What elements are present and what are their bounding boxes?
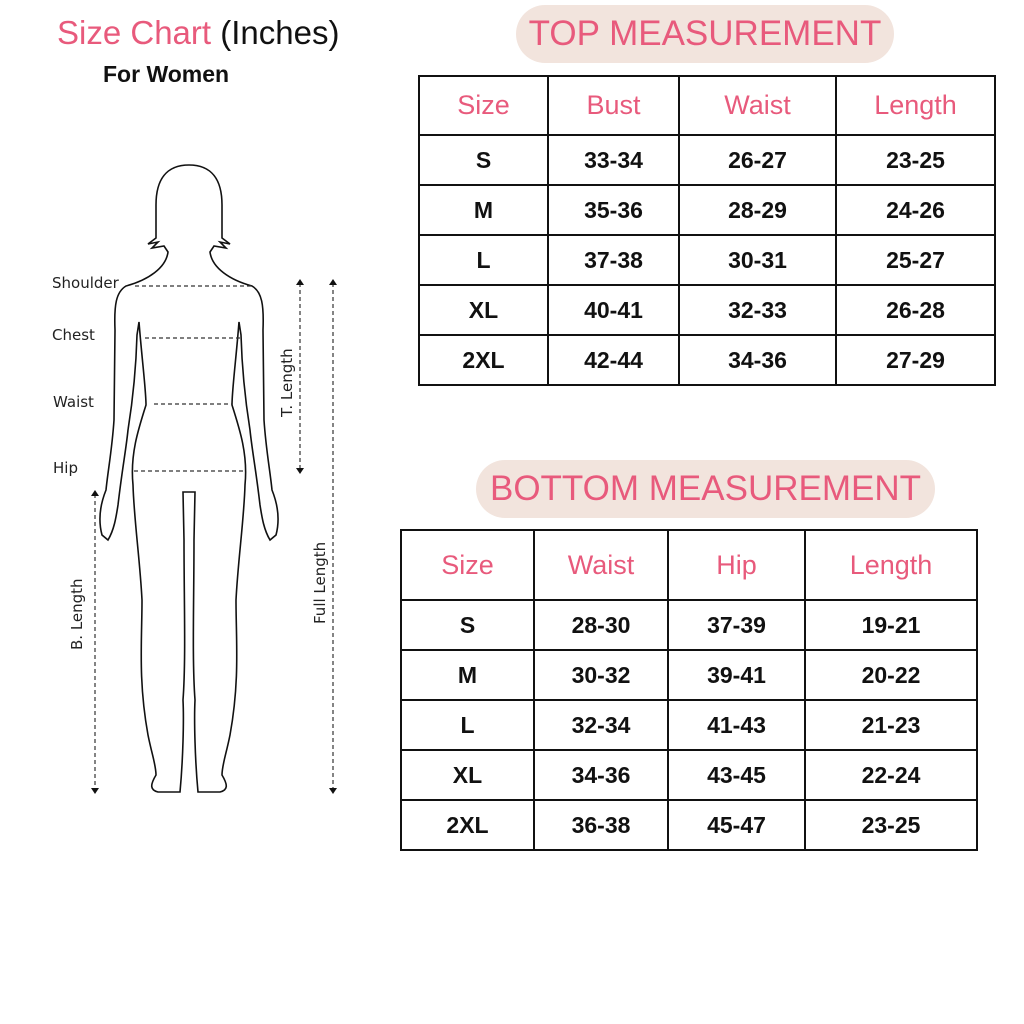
cell: 34-36 (678, 334, 837, 386)
cell: 28-30 (533, 599, 669, 651)
column-header: Waist (678, 75, 837, 136)
cell: 2XL (418, 334, 549, 386)
cell: 25-27 (835, 234, 996, 286)
column-header: Waist (533, 529, 669, 601)
cell: 30-32 (533, 649, 669, 701)
cell: XL (418, 284, 549, 336)
column-header: Length (835, 75, 996, 136)
table-row: 2XL 42-44 34-36 27-29 (418, 334, 996, 386)
column-header: Hip (667, 529, 806, 601)
cell: 40-41 (547, 284, 680, 336)
label-hip: Hip (53, 459, 78, 477)
cell: M (400, 649, 535, 701)
table-row: XL 34-36 43-45 22-24 (400, 749, 978, 801)
cell: 37-38 (547, 234, 680, 286)
cell: 39-41 (667, 649, 806, 701)
cell: 22-24 (804, 749, 978, 801)
cell: S (418, 134, 549, 186)
cell: 20-22 (804, 649, 978, 701)
table-row: S 33-34 26-27 23-25 (418, 134, 996, 186)
top-measurement-table: Size Bust Waist Length S 33-34 26-27 23-25 … (418, 75, 996, 386)
table-header-row: Size Waist Hip Length (400, 529, 978, 601)
label-chest: Chest (52, 326, 95, 344)
cell: 23-25 (835, 134, 996, 186)
page-subtitle: For Women (103, 61, 230, 87)
label-shoulder: Shoulder (52, 274, 120, 292)
cell: 37-39 (667, 599, 806, 651)
table-row: L 32-34 41-43 21-23 (400, 699, 978, 751)
bottom-measurement-table: Size Waist Hip Length S 28-30 37-39 19-21 M… (400, 529, 978, 851)
table-row: S 28-30 37-39 19-21 (400, 599, 978, 651)
cell: 30-31 (678, 234, 837, 286)
cell: 32-34 (533, 699, 669, 751)
cell: 28-29 (678, 184, 837, 236)
cell: 42-44 (547, 334, 680, 386)
table-row: L 37-38 30-31 25-27 (418, 234, 996, 286)
cell: 33-34 (547, 134, 680, 186)
cell: 26-28 (835, 284, 996, 336)
title-unit: (Inches) (220, 14, 340, 51)
cell: 36-38 (533, 799, 669, 851)
cell: 45-47 (667, 799, 806, 851)
cell: 19-21 (804, 599, 978, 651)
table-row: XL 40-41 32-33 26-28 (418, 284, 996, 336)
column-header: Bust (547, 75, 680, 136)
cell: 35-36 (547, 184, 680, 236)
measurement-lines (94, 283, 334, 790)
cell: 24-26 (835, 184, 996, 236)
cell: 43-45 (667, 749, 806, 801)
top-measurement-heading: TOP MEASUREMENT (516, 5, 894, 63)
cell: L (400, 699, 535, 751)
cell: 26-27 (678, 134, 837, 186)
label-t-length: T. Length (278, 348, 296, 418)
title-main: Size Chart (57, 14, 212, 51)
column-header: Length (804, 529, 978, 601)
arrow-heads (91, 279, 337, 794)
column-header: Size (400, 529, 535, 601)
table-row: M 35-36 28-29 24-26 (418, 184, 996, 236)
cell: 32-33 (678, 284, 837, 336)
label-b-length: B. Length (68, 578, 86, 650)
label-waist: Waist (53, 393, 94, 411)
table-header-row: Size Bust Waist Length (418, 75, 996, 136)
cell: 41-43 (667, 699, 806, 751)
cell: 21-23 (804, 699, 978, 751)
bottom-measurement-heading: BOTTOM MEASUREMENT (476, 460, 935, 518)
body-measurement-figure: Shoulder Chest Waist Hip T. Length Full … (52, 164, 337, 794)
body-outline (99, 164, 279, 793)
page-title: Size Chart (Inches) (57, 14, 339, 52)
cell: 34-36 (533, 749, 669, 801)
cell: 27-29 (835, 334, 996, 386)
cell: XL (400, 749, 535, 801)
cell: S (400, 599, 535, 651)
table-row: M 30-32 39-41 20-22 (400, 649, 978, 701)
column-header: Size (418, 75, 549, 136)
table-row: 2XL 36-38 45-47 23-25 (400, 799, 978, 851)
cell: M (418, 184, 549, 236)
cell: 23-25 (804, 799, 978, 851)
cell: 2XL (400, 799, 535, 851)
label-full-length: Full Length (311, 542, 329, 624)
cell: L (418, 234, 549, 286)
